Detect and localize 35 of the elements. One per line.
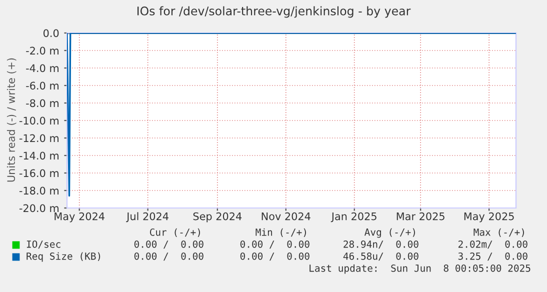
x-tick-label: Nov 2024 <box>262 212 310 220</box>
y-tick-label: -10.0 m <box>19 116 58 125</box>
y-tick-label: -6.0 m <box>26 82 58 90</box>
text: 3.25 / 0.00 <box>458 252 528 261</box>
y-tick-label: -16.0 m <box>19 169 58 178</box>
text: Cur (-/+) <box>150 228 200 237</box>
text: 0.00 / 0.00 <box>134 240 204 249</box>
text: 0.00 / 0.00 <box>240 252 310 261</box>
text: Max (-/+) <box>474 228 524 237</box>
y-tick-label: -8.0 m <box>26 99 58 108</box>
text: 0.00 / 0.00 <box>240 240 310 249</box>
text: 2.02m/ 0.00 <box>458 240 528 249</box>
legend-label: IO/sec <box>26 240 60 249</box>
text: 28.94n/ 0.00 <box>344 240 418 249</box>
y-axis-title: Units read (-) / write (+) <box>6 58 16 182</box>
x-tick-label: Mar 2025 <box>396 212 444 220</box>
y-tick-label: -18.0 m <box>19 186 58 195</box>
text: 0.00 / 0.00 <box>134 252 204 261</box>
legend-label: Req Size (KB) <box>26 252 100 262</box>
y-tick-label: 0.0 <box>43 29 59 38</box>
text: 46.58u/ 0.00 <box>343 252 418 261</box>
y-tick-label: -12.0 m <box>19 134 58 142</box>
y-tick-label: -2.0 m <box>26 46 58 55</box>
x-tick-label: May 2025 <box>464 212 514 222</box>
text: Last update: Sun Jun 8 00:05:00 2025 <box>310 264 530 274</box>
x-tick-label: May 2024 <box>54 212 104 222</box>
text: Avg (-/+) <box>364 228 415 238</box>
y-tick-label: -14.0 m <box>19 152 58 160</box>
y-tick-label: -20.0 m <box>19 204 58 212</box>
x-tick-label: Jul 2024 <box>126 212 168 222</box>
x-tick-label: Jan 2025 <box>330 212 376 222</box>
text: Min (-/+) <box>256 228 306 237</box>
chart-title: IOs for /dev/solar-three-vg/jenkinslog - by year <box>137 6 411 18</box>
y-tick-label: -4.0 m <box>26 64 58 72</box>
x-tick-label: Sep 2024 <box>193 212 242 222</box>
